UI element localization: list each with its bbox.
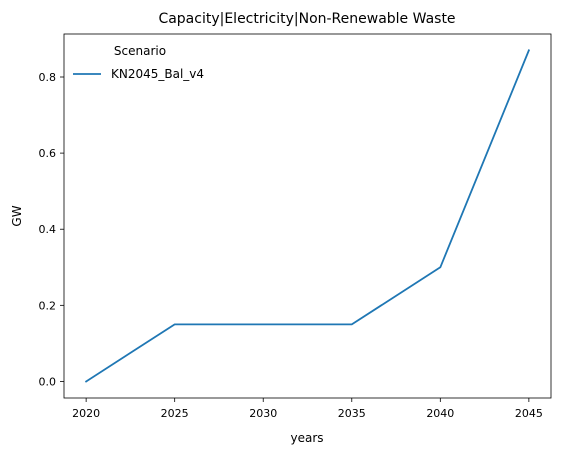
y-axis: 0.0 0.2 0.4 0.6 0.8 [39,71,64,388]
y-axis-label: GW [10,205,24,226]
legend: Scenario KN2045_Bal_v4 [73,44,204,81]
plot-area [63,33,552,399]
y-tick-label: 0.2 [39,299,57,312]
x-axis-label: years [290,431,323,445]
series-line [84,49,531,383]
y-tick-label: 0.4 [39,223,57,236]
x-tick-label: 2030 [249,407,277,420]
legend-title: Scenario [114,44,166,58]
y-tick-label: 0.8 [39,71,57,84]
series-layer [84,49,531,383]
chart-title: Capacity|Electricity|Non-Renewable Waste [158,11,455,27]
legend-series-label: KN2045_Bal_v4 [111,67,204,81]
x-tick-label: 2040 [426,407,454,420]
x-tick-label: 2025 [161,407,189,420]
x-tick-label: 2020 [72,407,100,420]
x-tick-label: 2035 [338,407,366,420]
x-tick-label: 2045 [515,407,543,420]
y-tick-label: 0.6 [39,147,57,160]
y-tick-label: 0.0 [39,375,57,388]
x-axis: 2020 2025 2030 2035 2040 2045 [72,398,543,420]
